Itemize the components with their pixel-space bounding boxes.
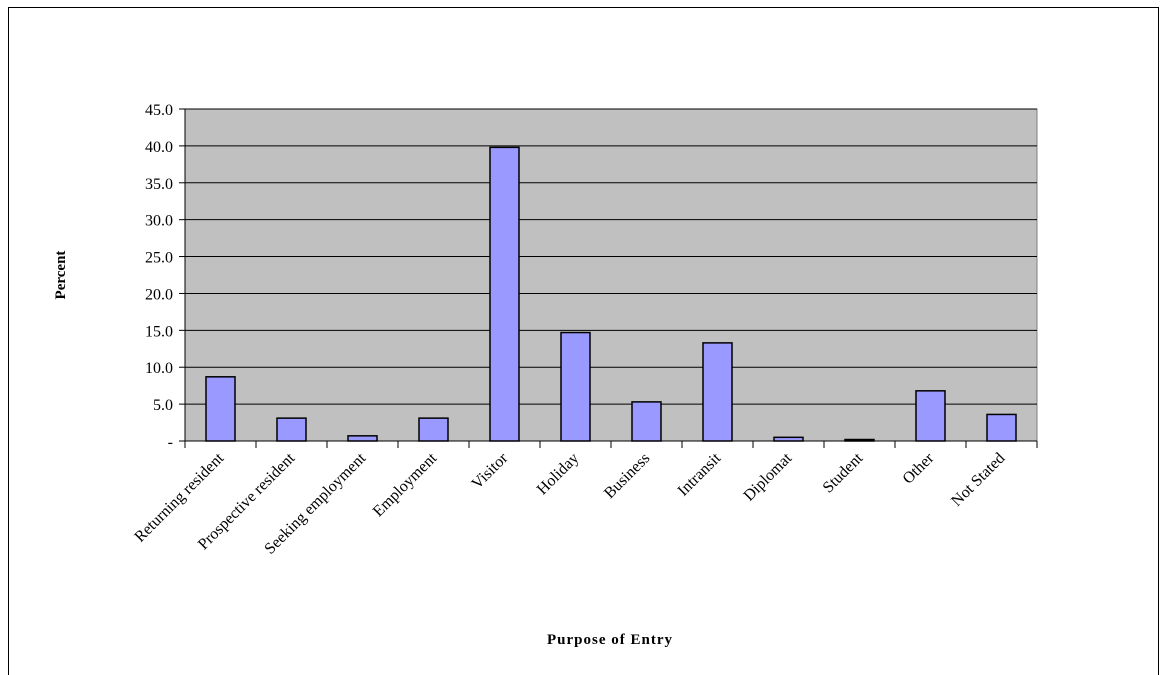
bar-not-stated bbox=[986, 413, 1017, 442]
bar-returning-resident bbox=[205, 376, 236, 442]
x-tick-label: Visitor bbox=[469, 449, 512, 492]
gridlines bbox=[185, 108, 1037, 405]
bar-holiday bbox=[560, 331, 591, 442]
bar-business bbox=[631, 401, 662, 442]
bar-employment bbox=[418, 417, 449, 442]
x-tick-label: Holiday bbox=[534, 450, 582, 498]
bar-visitor bbox=[489, 146, 520, 442]
y-tick-labels: - 5.0 10.0 15.0 20.0 25.0 30.0 35.0 40.0 45.0 bbox=[145, 102, 173, 451]
y-tick-label: - bbox=[168, 434, 173, 451]
bar-prospective-resident bbox=[276, 417, 307, 442]
y-tick-label: 40.0 bbox=[145, 139, 173, 156]
bars bbox=[205, 146, 1017, 442]
y-tick-label: 20.0 bbox=[145, 286, 173, 303]
y-tick-label: 35.0 bbox=[145, 176, 173, 193]
x-tick-label: Business bbox=[601, 450, 653, 502]
x-tick-label: Not Stated bbox=[948, 450, 1008, 510]
x-tick-label: Diplomat bbox=[741, 449, 796, 504]
y-tick-label: 30.0 bbox=[145, 213, 173, 230]
y-tick-label: 45.0 bbox=[145, 102, 173, 119]
plot-area bbox=[184, 108, 1038, 442]
bar-diplomat bbox=[773, 436, 804, 442]
y-tick-label: 10.0 bbox=[145, 360, 173, 377]
axes bbox=[179, 108, 1038, 448]
y-tick-label: 5.0 bbox=[153, 397, 173, 414]
y-axis-title: Percent bbox=[53, 251, 69, 300]
x-tick-label: Intransit bbox=[675, 449, 725, 499]
bar-intransit bbox=[702, 342, 733, 442]
bar-other bbox=[915, 390, 946, 442]
x-tick-label: Employment bbox=[370, 449, 441, 520]
y-tick-label: 25.0 bbox=[145, 250, 173, 267]
y-tick-label: 15.0 bbox=[145, 323, 173, 340]
bar-seeking-employment bbox=[347, 435, 378, 442]
x-tick-label: Other bbox=[900, 449, 938, 487]
x-tick-label: Student bbox=[820, 449, 867, 496]
x-axis-title: Purpose of Entry bbox=[547, 632, 673, 648]
